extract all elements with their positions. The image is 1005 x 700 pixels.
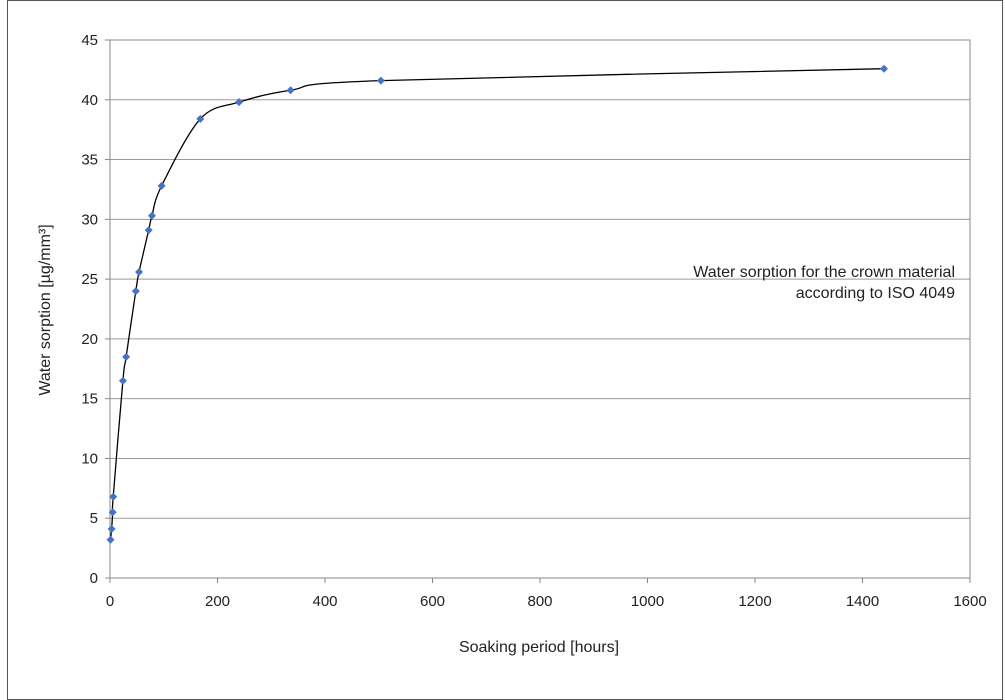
data-point	[131, 287, 140, 296]
x-tick-label: 0	[106, 593, 114, 610]
data-point	[106, 535, 115, 544]
annotation-line-2: according to ISO 4049	[796, 285, 955, 302]
data-point	[118, 376, 127, 385]
data-point	[880, 64, 888, 73]
gridlines	[110, 39, 970, 579]
annotation-line-1: Water sorption for the crown material	[693, 264, 955, 281]
x-tick-label: 800	[527, 593, 552, 610]
data-point	[108, 508, 117, 517]
y-axis-ticks: 0 5 10 15 20 25 30 35 40 45	[81, 32, 110, 587]
data-point	[144, 226, 153, 235]
data-point	[107, 524, 116, 533]
x-tick-label: 200	[205, 593, 230, 610]
y-tick-label: 5	[90, 510, 98, 527]
data-points	[106, 64, 888, 544]
y-axis-label: Water sorption [µg/mm³]	[37, 224, 54, 395]
y-tick-label: 15	[81, 391, 98, 408]
data-point	[376, 76, 385, 85]
water-sorption-chart: 0 200 400 600 800 1000 1200 1400 1600 0 5 10 15 20 25…	[37, 32, 987, 656]
data-point	[135, 267, 144, 276]
chart-frame	[7, 0, 1003, 700]
x-tick-label: 1400	[846, 593, 879, 610]
data-point	[235, 98, 243, 107]
y-tick-label: 25	[81, 271, 98, 288]
x-tick-label: 1600	[953, 593, 986, 610]
data-point	[196, 114, 205, 123]
plot-area	[109, 39, 971, 579]
data-point	[122, 352, 131, 361]
x-tick-label: 1000	[631, 593, 664, 610]
y-tick-label: 30	[81, 211, 98, 228]
series-line	[109, 68, 885, 540]
x-tick-label: 400	[312, 593, 337, 610]
y-tick-label: 35	[81, 152, 98, 169]
y-tick-label: 20	[81, 331, 98, 348]
data-point	[286, 86, 295, 95]
x-tick-label: 600	[420, 593, 445, 610]
y-tick-label: 0	[90, 570, 98, 587]
x-tick-label: 1200	[738, 593, 771, 610]
data-point	[147, 211, 156, 220]
data-point	[109, 492, 118, 501]
y-tick-label: 10	[81, 450, 98, 467]
x-axis-label: Soaking period [hours]	[459, 639, 619, 656]
data-point	[157, 181, 166, 190]
y-tick-label: 45	[81, 32, 98, 49]
x-axis-ticks: 0 200 400 600 800 1000 1200 1400 1600	[106, 578, 987, 610]
y-tick-label: 40	[81, 92, 98, 109]
